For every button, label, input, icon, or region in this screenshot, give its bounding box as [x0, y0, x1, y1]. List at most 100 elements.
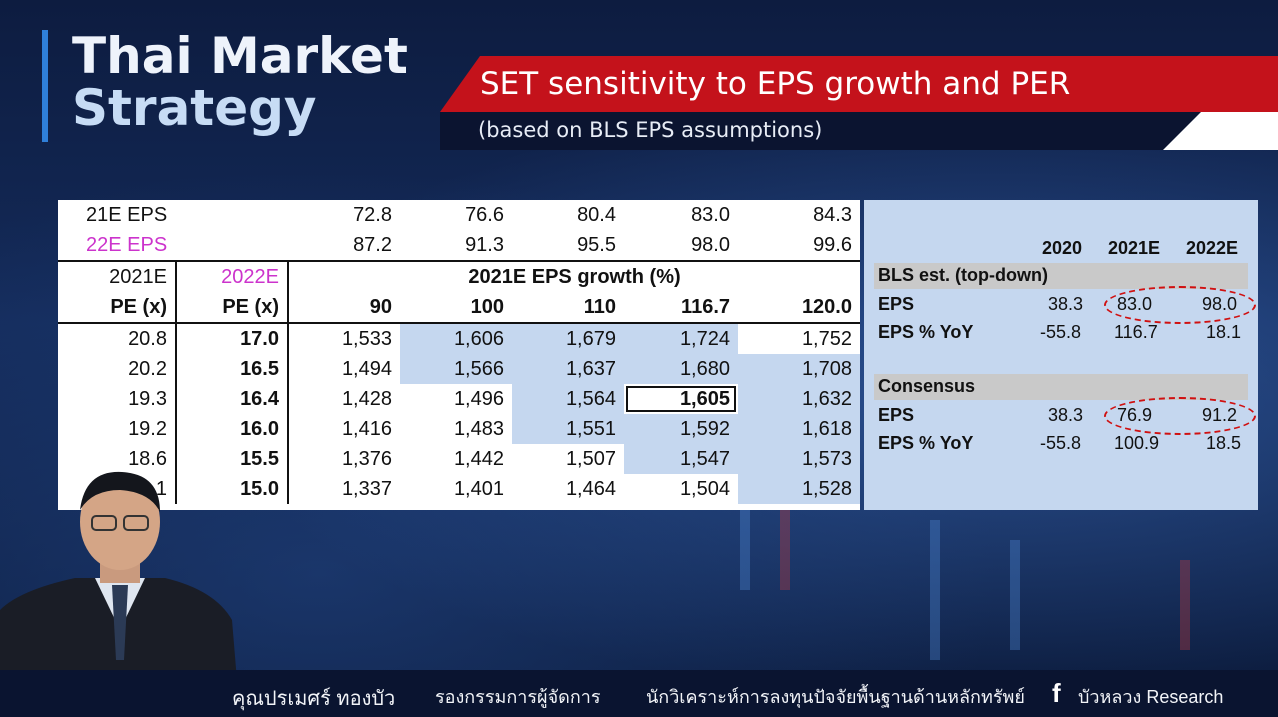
pe21-cell: 19.2 [58, 414, 177, 444]
set-cell: 1,679 [512, 323, 624, 354]
set-cell: 1,606 [400, 323, 512, 354]
pe22-cell: 16.5 [176, 354, 289, 384]
col-label-2021: 2021E [58, 260, 177, 292]
title-line2: Strategy [72, 79, 317, 137]
growth-value: 100 [400, 292, 512, 324]
bls-yoy-value: 18.1 [1206, 322, 1242, 342]
pe22-cell: 17.0 [176, 323, 289, 354]
pe22-cell: 15.5 [176, 444, 289, 474]
table-row: 20.8 17.0 1,533 1,606 1,679 1,724 1,752 [58, 323, 860, 354]
eps22-value: 98.0 [691, 233, 730, 256]
set-cell: 1,566 [400, 354, 512, 384]
set-cell: 1,618 [738, 414, 860, 444]
presenter-name: คุณปรเมศร์ ทองบัว [232, 688, 396, 710]
years-header: 2020 2021E 2022E [874, 236, 1248, 262]
consensus-yoy-label: EPS % YoY [878, 433, 974, 453]
bls-yoy-row: EPS % YoY -55.8 116.7 18.1 [874, 320, 1248, 346]
consensus-yoy-value: 100.9 [1114, 433, 1160, 453]
eps21-value: 76.6 [465, 203, 504, 226]
growth-value: 120.0 [738, 292, 860, 324]
pe22-cell: 15.0 [176, 474, 289, 504]
growth-value: 90 [288, 292, 400, 324]
bls-section-header: BLS est. (top-down) [874, 263, 1248, 289]
eps21-value: 84.3 [813, 203, 852, 226]
eps21-value: 80.4 [577, 203, 616, 226]
background-candle [740, 470, 750, 590]
bls-yoy-value: 116.7 [1114, 322, 1158, 342]
background-candle [930, 520, 940, 660]
consensus-yoy-row: EPS % YoY -55.8 100.9 18.5 [874, 431, 1248, 457]
eps21-label: 21E EPS [86, 203, 168, 226]
set-cell: 1,551 [512, 414, 624, 444]
consensus-yoy-value: -55.8 [1040, 433, 1082, 453]
sensitivity-table: 21E EPS 72.8 76.6 80.4 83.0 84.3 22E EPS… [58, 200, 860, 504]
eps21-value: 72.8 [353, 203, 392, 226]
eps21-row: 21E EPS 72.8 76.6 80.4 83.0 84.3 [58, 200, 860, 230]
banner-subtitle-text: (based on BLS EPS assumptions) [478, 118, 823, 142]
pe22-cell: 16.0 [176, 414, 289, 444]
bls-eps-highlight-ellipse [1104, 286, 1256, 324]
set-cell: 1,337 [341, 477, 392, 500]
set-cell: 1,416 [341, 417, 392, 440]
set-cell-base-case: 1,605 [624, 384, 738, 414]
banner-subtitle: (based on BLS EPS assumptions) [440, 112, 1278, 150]
table-row: 18.6 15.5 1,376 1,442 1,507 1,547 1,573 [58, 444, 860, 474]
set-cell: 1,564 [512, 384, 624, 414]
sensitivity-table-panel: 21E EPS 72.8 76.6 80.4 83.0 84.3 22E EPS… [58, 200, 860, 510]
eps22-value: 99.6 [813, 233, 852, 256]
table-row: 19.3 16.4 1,428 1,496 1,564 1,605 1,632 [58, 384, 860, 414]
consensus-eps-label: EPS [878, 405, 915, 425]
consensus-section-label: Consensus [878, 376, 976, 396]
set-cell: 1,464 [565, 477, 616, 500]
table-row: 20.2 16.5 1,494 1,566 1,637 1,680 1,708 [58, 354, 860, 384]
bls-section-label: BLS est. (top-down) [878, 265, 1048, 285]
pe21-cell: 18.6 [58, 444, 177, 474]
eps-estimates-panel: 2020 2021E 2022E BLS est. (top-down) EPS… [864, 200, 1258, 510]
eps22-row: 22E EPS 87.2 91.3 95.5 98.0 99.6 [58, 230, 860, 261]
set-cell: 1,528 [738, 474, 860, 504]
set-cell: 1,533 [341, 327, 392, 350]
set-cell: 1,592 [624, 414, 738, 444]
pe21-label: PE (x) [58, 292, 177, 324]
bls-eps-label: EPS [878, 294, 915, 314]
set-cell: 1,637 [512, 354, 624, 384]
set-cell: 1,494 [341, 357, 392, 380]
facebook-page-name[interactable]: บัวหลวง Research [1078, 687, 1224, 707]
year-header-row: 2021E 2022E 2021E EPS growth (%) [58, 260, 860, 292]
eps22-label: 22E EPS [86, 233, 168, 256]
set-cell: 1,376 [341, 447, 392, 470]
eps22-value: 91.3 [465, 233, 504, 256]
background-candle [1180, 560, 1190, 650]
col-label-2022: 2022E [176, 260, 289, 292]
background-candle [1010, 540, 1020, 650]
presenter-position: รองกรรมการผู้จัดการ [435, 687, 601, 707]
page-title: Thai Market Strategy [72, 30, 408, 134]
banner-title: SET sensitivity to EPS growth and PER [440, 56, 1278, 112]
bls-eps-value: 38.3 [1048, 294, 1084, 314]
set-cell: 1,632 [738, 384, 860, 414]
set-cell: 1,507 [565, 447, 616, 470]
year-label: 2022E [1186, 238, 1239, 258]
pe21-cell: 20.8 [58, 323, 177, 354]
set-cell: 1,752 [801, 327, 852, 350]
pe-header-row: PE (x) PE (x) 90 100 110 116.7 120.0 [58, 292, 860, 324]
presenter-role: นักวิเคราะห์การลงทุนปัจจัยพื้นฐานด้านหลั… [646, 687, 1025, 707]
banner-title-text: SET sensitivity to EPS growth and PER [480, 66, 1071, 102]
footer-bar: คุณปรเมศร์ ทองบัว รองกรรมการผู้จัดการ นั… [0, 670, 1278, 717]
set-cell: 1,708 [738, 354, 860, 384]
consensus-section-header: Consensus [874, 374, 1248, 400]
set-cell: 1,573 [738, 444, 860, 474]
set-cell: 1,496 [453, 387, 504, 410]
pe21-cell: 19.3 [58, 384, 177, 414]
set-cell: 1,680 [624, 354, 738, 384]
title-accent-bar [42, 30, 48, 142]
table-row: 19.2 16.0 1,416 1,483 1,551 1,592 1,618 [58, 414, 860, 444]
year-label: 2020 [1042, 238, 1083, 258]
consensus-yoy-value: 18.5 [1206, 433, 1242, 453]
facebook-icon: f [1052, 678, 1061, 708]
eps22-value: 95.5 [577, 233, 616, 256]
growth-header: 2021E EPS growth (%) [288, 260, 860, 292]
set-cell: 1,504 [679, 477, 730, 500]
eps21-value: 83.0 [691, 203, 730, 226]
set-cell: 1,483 [453, 417, 504, 440]
